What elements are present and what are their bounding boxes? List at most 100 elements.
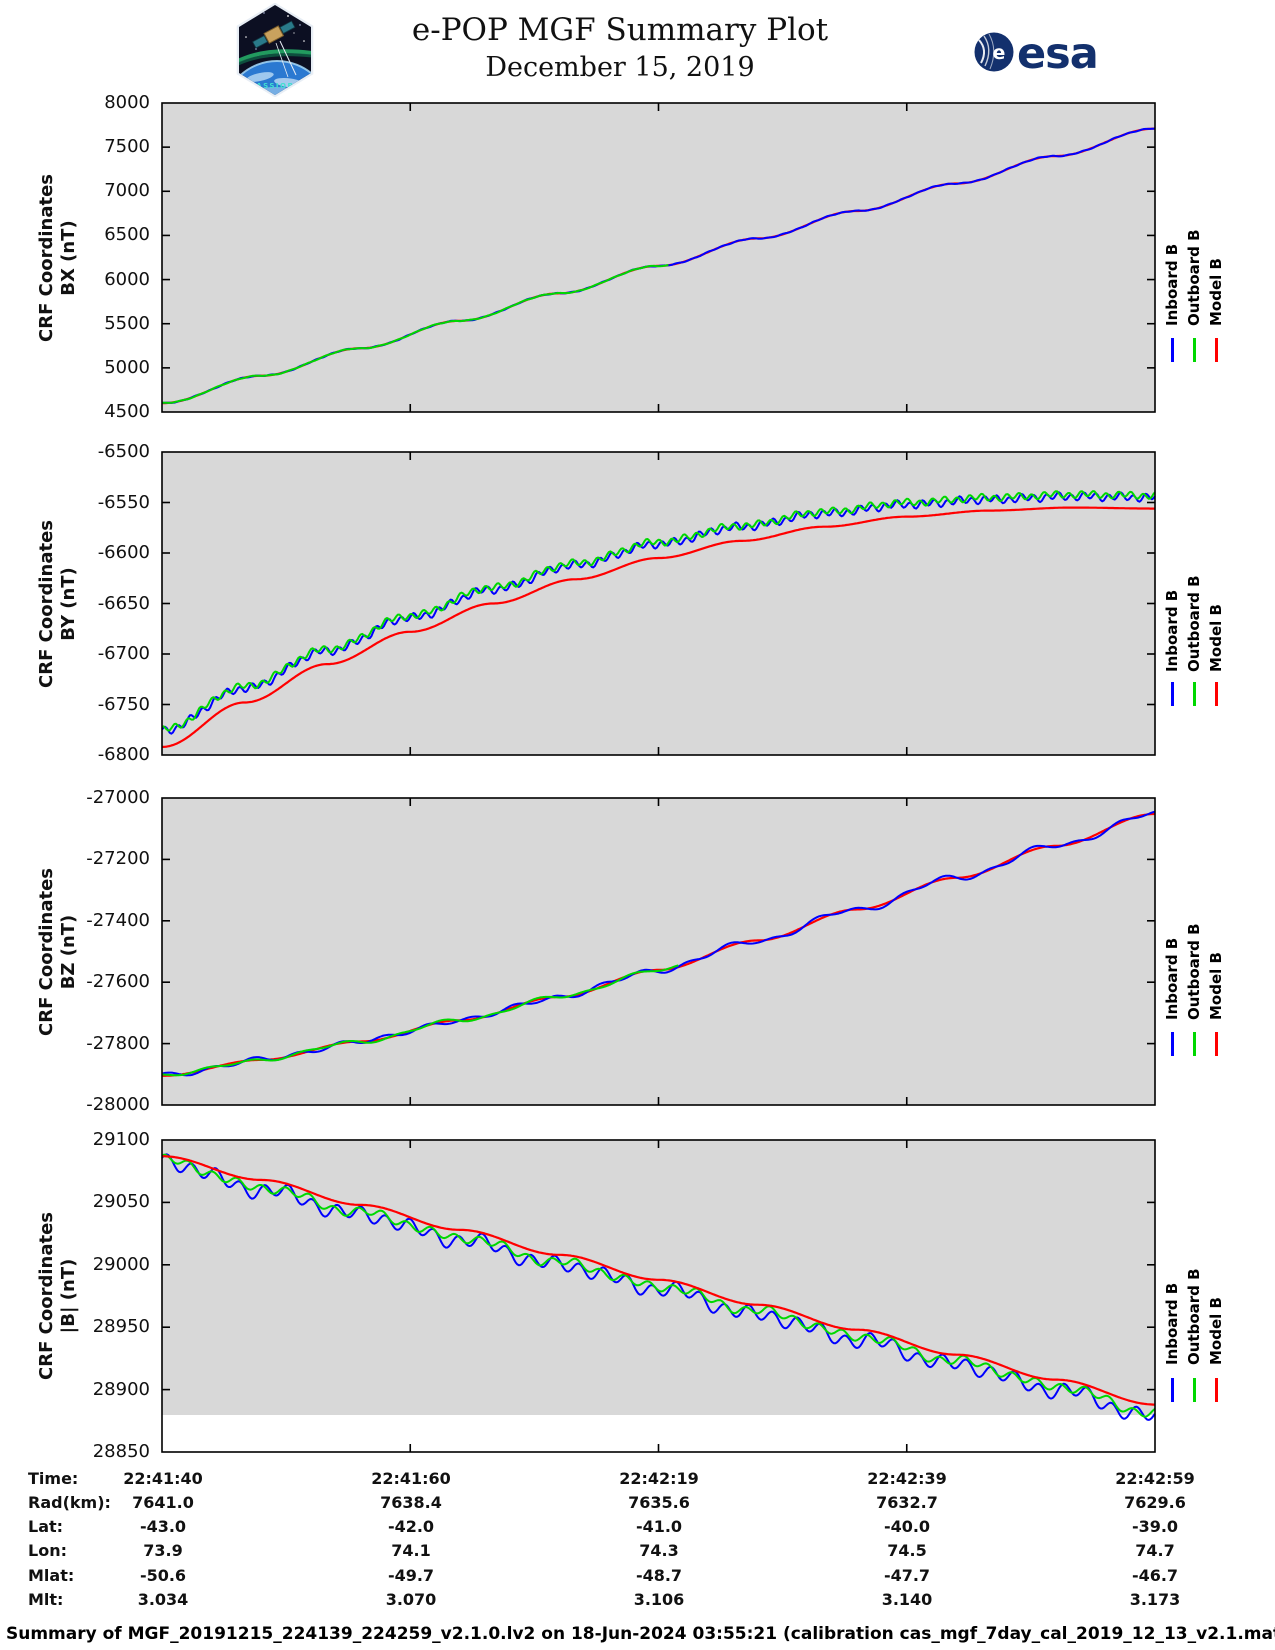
legend-label-inboard: Inboard B [1163, 244, 1181, 327]
y-tick-label: 28950 [92, 1316, 150, 1338]
table-row-label: Mlt: [28, 1590, 64, 1609]
esa-wordmark: esa [1017, 29, 1098, 76]
y-axis-label-line2: BY (nT) [58, 566, 79, 641]
y-tick-label: -27000 [86, 787, 150, 808]
patch-aurora [239, 49, 311, 63]
y-tick-label: -6550 [97, 491, 150, 513]
y-tick-label: 6000 [104, 268, 150, 290]
y-tick-label: 29000 [92, 1253, 150, 1275]
y-axis-label-line1: CRF Coordinates [36, 867, 57, 1036]
legend-label-model: Model B [1207, 1296, 1225, 1365]
legend-keys [1163, 682, 1226, 707]
y-tick-label: 7500 [104, 136, 150, 158]
legend-key-cell [1207, 682, 1226, 707]
legend-key-inboard [1171, 338, 1174, 363]
legend-key-cell [1163, 682, 1182, 707]
y-tick-label: -28000 [86, 1094, 150, 1115]
table-cell: 74.7 [1135, 1541, 1175, 1560]
legend-keys [1163, 338, 1226, 363]
panel-bznt [161, 797, 1156, 1106]
table-row-label: Lat: [28, 1517, 64, 1536]
legend-key-inboard [1171, 1031, 1174, 1056]
table-cell: 3.106 [633, 1590, 685, 1609]
legend: Inboard B Outboard B Model B [1163, 176, 1226, 327]
footer-summary-text: Summary of MGF_20191215_224139_224259_v2… [6, 1624, 1275, 1644]
legend-key-cell [1185, 682, 1204, 707]
legend-key-model [1215, 338, 1218, 363]
y-axis-label: CRF Coordinates BX (nT) [36, 174, 80, 342]
table-cell: -49.7 [387, 1566, 435, 1585]
y-tick-label: 6500 [104, 224, 150, 246]
cassiope-patch-logo: CASSIOPE [236, 3, 314, 97]
legend-label-outboard: Outboard B [1185, 229, 1203, 327]
table-row-label: Lon: [28, 1541, 67, 1560]
y-tick-label: -27800 [86, 1032, 150, 1054]
legend-label-model: Model B [1207, 258, 1225, 327]
y-tick-label: 5500 [104, 312, 150, 334]
y-axis-label-line2: BX (nT) [58, 219, 79, 296]
svg-text:e: e [993, 42, 1006, 64]
legend-key-cell [1185, 1031, 1204, 1056]
table-row-label: Rad(km): [28, 1493, 111, 1512]
legend-keys [1163, 1377, 1226, 1402]
panel-bxnt [161, 102, 1156, 413]
esa-logo: e esa [974, 29, 1099, 76]
panel-bynt [161, 451, 1156, 756]
table-cell: -43.0 [139, 1517, 187, 1536]
series-line-model [162, 1155, 1155, 1406]
table-cell: 73.9 [143, 1541, 183, 1560]
table-cell: 7641.0 [132, 1493, 194, 1512]
legend-key-cell [1185, 1377, 1204, 1402]
table-cell: 7638.4 [380, 1493, 442, 1512]
table-cell: 3.140 [881, 1590, 933, 1609]
legend: Inboard B Outboard B Model B [1163, 1215, 1226, 1365]
page-date: December 15, 2019 [485, 52, 755, 83]
y-tick-label: 29100 [92, 1129, 150, 1150]
series-line-inboard [161, 810, 1156, 1077]
patch-satellite [252, 20, 296, 49]
y-tick-label: 29050 [92, 1191, 150, 1213]
series-line-outboard [161, 964, 679, 1077]
y-tick-label: 8000 [104, 92, 150, 113]
y-tick-label: -6700 [97, 643, 150, 664]
table-cell: 74.3 [639, 1541, 679, 1560]
table-cell: 74.5 [887, 1541, 927, 1560]
y-tick-label: -6800 [97, 744, 150, 765]
table-cell: 3.173 [1129, 1590, 1181, 1609]
table-cell: -42.0 [387, 1517, 435, 1536]
y-axis-label-line1: CRF Coordinates [36, 519, 57, 688]
y-tick-label: 7000 [104, 180, 150, 202]
legend-key-outboard [1193, 338, 1196, 363]
legend: Inboard B Outboard B Model B [1163, 870, 1226, 1021]
y-axis-label-line2: |B| (nT) [58, 1258, 79, 1334]
legend-label-inboard: Inboard B [1163, 938, 1181, 1021]
table-cell: -48.7 [635, 1566, 683, 1585]
table-cell: 3.070 [385, 1590, 437, 1609]
legend-key-outboard [1193, 682, 1196, 707]
table-cell: -40.0 [883, 1517, 931, 1536]
y-tick-label: 28850 [92, 1441, 150, 1462]
legend-key-model [1215, 1377, 1218, 1402]
table-row-label: Time: [28, 1469, 79, 1488]
legend-key-cell [1163, 338, 1182, 363]
legend-keys [1163, 1031, 1226, 1056]
table-cell: -41.0 [635, 1517, 683, 1536]
table-cell: 7629.6 [1124, 1493, 1186, 1512]
table-cell: -47.7 [883, 1566, 931, 1585]
legend-key-model [1215, 682, 1218, 707]
legend-label-model: Model B [1207, 952, 1225, 1021]
series-line-inboard [161, 1153, 1156, 1421]
patch-mission-name: CASSIOPE [250, 82, 301, 90]
table-cell: -46.7 [1131, 1566, 1179, 1585]
legend-label-model: Model B [1207, 604, 1225, 673]
legend-key-inboard [1171, 682, 1174, 707]
series-line-outboard [161, 490, 1156, 732]
table-cell: 74.1 [391, 1541, 431, 1560]
table-cell: 3.034 [137, 1590, 189, 1609]
series-line-model [162, 506, 1155, 748]
y-tick-label: -6750 [97, 693, 150, 715]
table-cell: 7635.6 [628, 1493, 690, 1512]
legend-key-cell [1207, 1377, 1226, 1402]
series-line-outboard [161, 1153, 1156, 1418]
